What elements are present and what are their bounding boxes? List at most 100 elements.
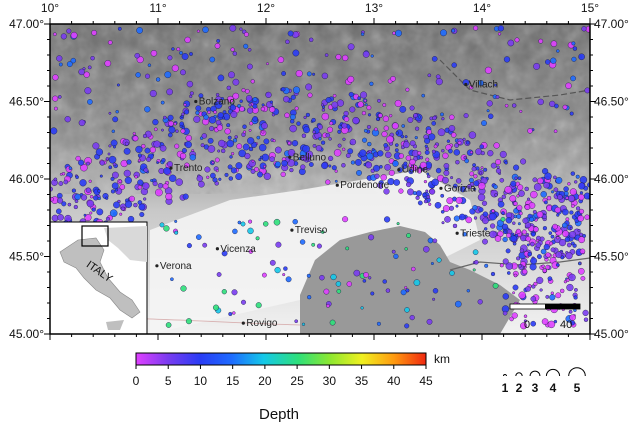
earthquake-marker — [533, 183, 542, 191]
earthquake-marker — [211, 161, 215, 164]
earthquake-marker — [281, 160, 288, 167]
earthquake-marker — [521, 229, 527, 235]
earthquake-marker — [435, 74, 441, 79]
city-label: Bolzano — [199, 97, 236, 108]
earthquake-marker — [64, 116, 71, 123]
earthquake-marker — [238, 149, 246, 158]
earthquake-marker — [449, 270, 455, 276]
earthquake-marker — [548, 231, 553, 235]
earthquake-marker — [97, 196, 101, 201]
earthquake-marker — [475, 148, 482, 156]
earthquake-marker — [362, 50, 370, 58]
earthquake-marker — [554, 206, 561, 214]
earthquake-marker — [51, 214, 59, 222]
earthquake-marker — [292, 218, 298, 225]
earthquake-marker — [512, 291, 515, 295]
earthquake-marker — [75, 155, 81, 162]
earthquake-marker — [146, 156, 152, 162]
earthquake-marker — [352, 116, 360, 125]
earthquake-marker — [124, 200, 133, 208]
earthquake-marker — [202, 26, 209, 33]
earthquake-marker — [553, 175, 557, 180]
earthquake-marker — [478, 80, 484, 86]
earthquake-marker — [549, 241, 553, 246]
earthquake-marker — [473, 259, 479, 265]
earthquake-marker — [108, 111, 112, 115]
earthquake-marker — [527, 128, 533, 134]
earthquake-marker — [289, 124, 297, 133]
earthquake-marker — [230, 111, 238, 118]
earthquake-marker — [417, 200, 423, 206]
earthquake-marker — [477, 193, 486, 202]
earthquake-marker — [181, 125, 186, 130]
earthquake-marker — [363, 99, 367, 103]
terrain-texture — [50, 24, 590, 194]
earthquake-marker — [535, 242, 541, 248]
earthquake-marker — [488, 212, 497, 221]
earthquake-marker — [337, 129, 342, 134]
earthquake-marker — [185, 134, 192, 142]
earthquake-marker — [164, 71, 172, 79]
earthquake-marker — [189, 52, 193, 56]
earthquake-marker — [232, 138, 238, 143]
earthquake-marker — [391, 122, 399, 130]
earthquake-marker — [134, 53, 140, 59]
earthquake-marker — [562, 230, 569, 238]
earthquake-marker — [502, 236, 508, 243]
earthquake-marker — [431, 149, 436, 154]
earthquake-marker — [329, 319, 336, 326]
earthquake-marker — [256, 135, 261, 140]
earthquake-marker — [239, 99, 243, 103]
earthquake-marker — [451, 132, 457, 138]
earthquake-marker — [533, 63, 540, 70]
earthquake-marker — [443, 170, 450, 176]
scale-bar: 0 40 — [509, 303, 581, 331]
earthquake-marker — [554, 103, 559, 109]
earthquake-marker — [230, 47, 235, 52]
earthquake-marker — [480, 151, 485, 156]
earthquake-marker — [405, 87, 410, 92]
earthquake-marker — [166, 88, 173, 96]
earthquake-marker — [360, 306, 364, 310]
earthquake-marker — [478, 207, 484, 213]
earthquake-marker — [105, 196, 109, 200]
earthquake-marker — [468, 177, 474, 183]
earthquake-marker — [555, 176, 563, 184]
lon-tick-label: 15° — [581, 1, 599, 15]
earthquake-marker — [347, 148, 354, 155]
earthquake-marker — [564, 236, 571, 243]
earthquake-marker — [360, 32, 365, 36]
earthquake-marker — [321, 108, 326, 112]
earthquake-marker — [383, 188, 390, 195]
earthquake-marker — [416, 168, 423, 174]
earthquake-marker — [269, 259, 276, 266]
earthquake-marker — [411, 266, 416, 272]
earthquake-marker — [449, 205, 455, 211]
earthquake-marker — [513, 273, 518, 278]
earthquake-marker — [518, 263, 522, 268]
earthquake-marker — [283, 95, 290, 103]
earthquake-marker — [434, 201, 442, 209]
earthquake-marker — [248, 128, 252, 132]
earthquake-marker — [331, 101, 339, 109]
lon-tick-label: 11° — [149, 1, 166, 15]
earthquake-marker — [384, 163, 391, 171]
earthquake-marker — [486, 100, 493, 107]
earthquake-marker — [257, 171, 263, 178]
earthquake-marker — [542, 268, 547, 273]
earthquake-marker — [458, 213, 466, 221]
earthquake-marker — [522, 268, 528, 275]
earthquake-marker — [354, 158, 362, 166]
earthquake-marker — [522, 217, 529, 224]
earthquake-marker — [321, 140, 326, 145]
earthquake-marker — [216, 124, 223, 131]
earthquake-marker — [50, 127, 58, 135]
earthquake-marker — [575, 174, 580, 179]
earthquake-marker — [235, 162, 243, 170]
earthquake-marker — [413, 279, 421, 286]
magnitude-circle — [568, 367, 586, 377]
earthquake-marker — [413, 113, 418, 118]
earthquake-marker — [247, 227, 254, 235]
scale-number-0: 0 — [524, 319, 530, 331]
earthquake-marker — [512, 221, 516, 225]
